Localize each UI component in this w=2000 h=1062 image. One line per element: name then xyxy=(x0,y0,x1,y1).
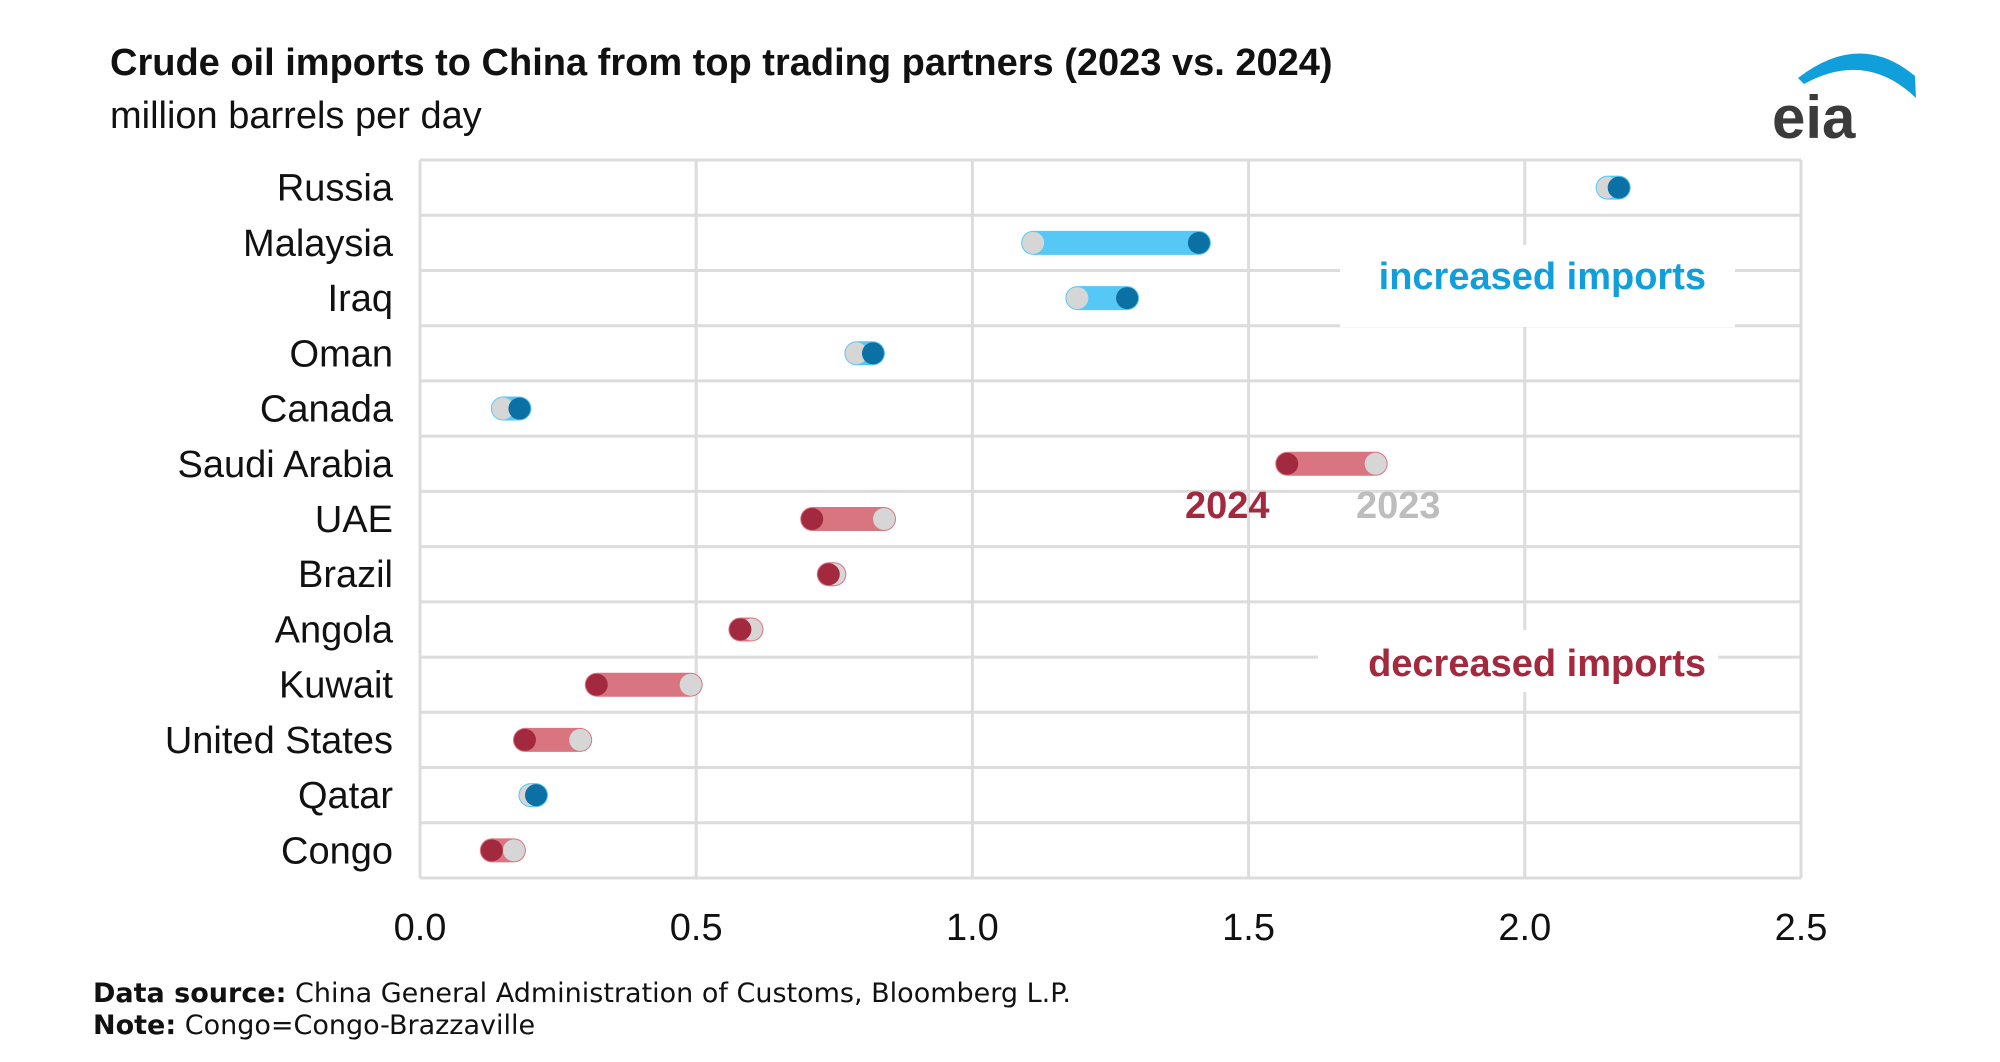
chart-marks xyxy=(479,175,1631,863)
data-source: Data source: China General Administratio… xyxy=(93,978,1071,1009)
x-tick-label: 2.0 xyxy=(1498,907,1551,949)
category-label: Saudi Arabia xyxy=(178,444,394,486)
category-labels: Russia Malaysia Iraq Oman Canada Saudi Arabia… xyxy=(165,168,394,873)
point-2023 xyxy=(502,839,525,862)
dumbbell-chart: Russia Malaysia Iraq Oman Canada Saudi Arabia… xyxy=(165,158,1828,949)
data-source-text: China General Administration of Customs,… xyxy=(295,978,1071,1009)
point-2024 xyxy=(729,618,752,641)
point-2024 xyxy=(585,673,608,696)
point-2023 xyxy=(1022,231,1045,254)
point-2024 xyxy=(508,397,531,420)
x-tick-label: 0.0 xyxy=(394,907,447,949)
point-2024 xyxy=(525,784,548,807)
point-2024 xyxy=(1276,452,1299,475)
point-2023 xyxy=(491,397,514,420)
x-tick-labels: 0.0 0.5 1.0 1.5 2.0 2.5 xyxy=(394,907,1828,949)
category-label: Congo xyxy=(281,830,393,872)
category-label: Oman xyxy=(290,333,393,375)
category-label: Kuwait xyxy=(279,665,393,707)
category-label: Russia xyxy=(277,168,394,210)
point-2024 xyxy=(480,839,503,862)
x-tick-label: 1.5 xyxy=(1222,907,1275,949)
point-2023 xyxy=(679,673,702,696)
point-2023 xyxy=(1066,287,1089,310)
increase-label-bg xyxy=(1340,245,1735,327)
logo-text: eia xyxy=(1772,84,1856,148)
category-label: Iraq xyxy=(328,278,393,320)
x-tick-label: 2.5 xyxy=(1775,907,1828,949)
category-label: Malaysia xyxy=(243,223,394,265)
category-label: Brazil xyxy=(298,554,393,596)
eia-logo: eia xyxy=(1772,53,1916,148)
point-2023 xyxy=(845,342,868,365)
logo-swoosh-icon xyxy=(1798,53,1916,98)
point-2024 xyxy=(1607,176,1630,199)
category-label: UAE xyxy=(315,499,393,541)
point-2024 xyxy=(513,728,536,751)
data-source-label: Data source: xyxy=(93,978,287,1009)
category-label: Angola xyxy=(275,609,394,651)
decrease-annotation: decreased imports xyxy=(1368,643,1706,685)
legend-2024: 2024 xyxy=(1185,485,1270,527)
increase-annotation: increased imports xyxy=(1379,256,1706,298)
point-2024 xyxy=(1116,287,1139,310)
decrease-label-bg xyxy=(1318,630,1718,692)
chart-annotations: increased imports decreased imports 2024 20… xyxy=(1185,245,1735,692)
chart-subtitle: million barrels per day xyxy=(110,95,482,137)
point-2023 xyxy=(873,508,896,530)
legend-2023: 2023 xyxy=(1356,485,1441,527)
point-2023 xyxy=(569,728,592,751)
x-tick-label: 0.5 xyxy=(670,907,723,949)
category-label: Qatar xyxy=(298,775,393,817)
chart-note: Note: Congo=Congo-Brazzaville xyxy=(93,1010,535,1041)
point-2024 xyxy=(817,563,840,586)
x-tick-label: 1.0 xyxy=(946,907,999,949)
point-2024 xyxy=(861,342,884,365)
point-2023 xyxy=(1364,452,1387,475)
point-2024 xyxy=(1187,231,1210,254)
point-2024 xyxy=(801,508,824,530)
category-label: United States xyxy=(165,720,393,762)
category-label: Canada xyxy=(260,389,394,431)
note-text: Congo=Congo-Brazzaville xyxy=(184,1010,536,1041)
note-label: Note: xyxy=(93,1010,177,1041)
chart-title: Crude oil imports to China from top trad… xyxy=(110,42,1333,84)
